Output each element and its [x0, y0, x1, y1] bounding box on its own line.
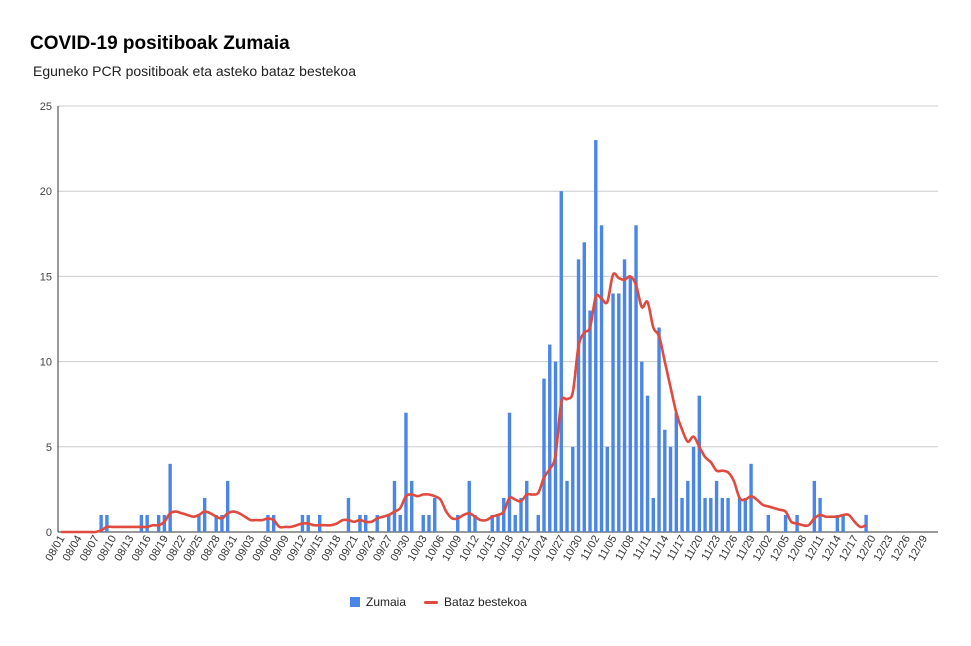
bar: [473, 514, 477, 532]
y-tick-label: 5: [46, 442, 52, 454]
bar: [496, 514, 500, 532]
bar: [691, 446, 696, 532]
bar: [225, 480, 230, 532]
bar: [599, 225, 604, 532]
bar: [214, 514, 218, 532]
bar: [317, 514, 322, 532]
legend: Zumaia Bataz bestekoa: [350, 595, 545, 609]
bar: [559, 191, 563, 532]
legend-label-bataz-bestekoa: Bataz bestekoa: [444, 595, 527, 609]
bar: [139, 514, 144, 532]
y-tick-label: 20: [40, 186, 52, 198]
bar: [519, 497, 523, 532]
chart-subtitle: Eguneko PCR positiboak eta asteko bataz …: [33, 63, 356, 79]
bar: [99, 514, 103, 532]
bar: [542, 378, 546, 532]
bar: [421, 514, 425, 532]
legend-swatch-bataz-bestekoa: [424, 600, 439, 604]
bar: [651, 497, 655, 532]
bar: [594, 140, 598, 532]
bar: [697, 395, 702, 532]
bar: [346, 497, 351, 532]
chart-title: COVID-19 positiboak Zumaia: [30, 33, 290, 54]
bar: [812, 480, 817, 532]
bar: [582, 242, 586, 532]
bar: [611, 293, 615, 532]
bar: [663, 429, 667, 532]
bar: [168, 463, 172, 532]
legend-swatch-zumaia: [350, 597, 360, 607]
bar: [634, 225, 638, 532]
legend-label-zumaia: Zumaia: [366, 595, 407, 609]
bar: [668, 446, 673, 532]
bar: [525, 480, 529, 532]
bar: [375, 514, 379, 532]
bar: [145, 514, 149, 532]
bar: [105, 514, 109, 532]
bar: [703, 497, 707, 532]
bar: [674, 412, 679, 532]
bar: [197, 514, 201, 532]
bar: [783, 514, 788, 532]
bar: [720, 497, 725, 532]
bar: [737, 497, 742, 532]
bar: [835, 514, 840, 532]
bar: [266, 514, 270, 532]
legend-item-bataz-bestekoa[interactable]: Bataz bestekoa: [424, 595, 527, 609]
bar: [628, 276, 632, 532]
bar: [686, 480, 690, 532]
bar: [605, 446, 609, 532]
bar: [645, 395, 650, 532]
bar: [490, 514, 494, 532]
bar: [536, 514, 540, 532]
series-line-bataz-bestekoa: [60, 272, 867, 534]
bar: [398, 514, 402, 532]
bar: [364, 514, 368, 532]
bar: [657, 327, 661, 532]
bar: [680, 497, 684, 532]
bar: [271, 514, 276, 532]
bar: [433, 497, 437, 532]
bar: [640, 361, 644, 532]
legend-item-zumaia[interactable]: Zumaia: [350, 595, 406, 609]
bar: [404, 412, 408, 532]
bar: [467, 480, 471, 532]
bar: [864, 514, 868, 532]
y-tick-label: 15: [40, 271, 52, 283]
bar: [392, 480, 397, 532]
bar: [427, 514, 431, 532]
bar: [513, 514, 517, 532]
y-tick-label: 25: [40, 101, 52, 113]
bar: [726, 497, 730, 532]
bar: [507, 412, 512, 532]
bar: [548, 344, 552, 532]
bar: [714, 480, 719, 532]
y-tick-label: 10: [40, 357, 52, 369]
bar: [743, 497, 748, 532]
bar: [565, 480, 569, 532]
bar: [387, 514, 391, 532]
bar: [617, 293, 621, 532]
bar: [202, 497, 207, 532]
bar: [502, 497, 506, 532]
bar: [588, 310, 592, 532]
bar: [766, 514, 771, 532]
bar: [622, 259, 627, 532]
bar: [410, 480, 414, 532]
bar: [841, 514, 845, 532]
bar: [220, 514, 224, 532]
bar: [571, 446, 575, 532]
bar: [456, 514, 460, 532]
bar: [749, 463, 753, 532]
bar: [576, 259, 581, 532]
bar: [156, 514, 161, 532]
y-tick-label: 0: [46, 527, 52, 539]
bar: [358, 514, 362, 532]
bar: [709, 497, 713, 532]
